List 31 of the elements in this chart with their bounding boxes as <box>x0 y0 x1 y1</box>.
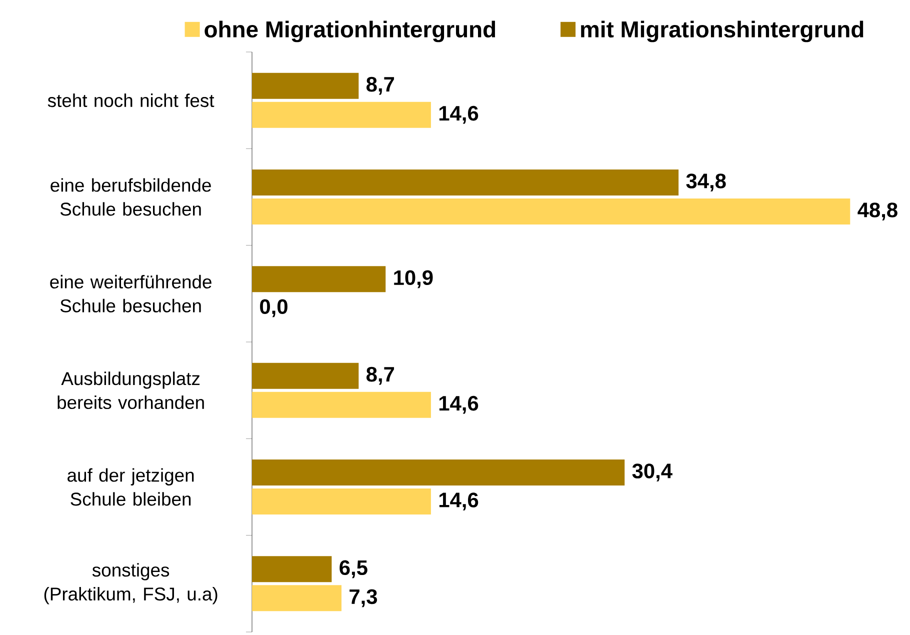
data-label: 48,8 <box>858 202 898 220</box>
bar <box>252 266 386 292</box>
y-tick-label: eine weiterführende Schule besuchen <box>50 274 212 312</box>
data-label: 0,0 <box>260 299 288 318</box>
data-label: 8,7 <box>366 366 394 385</box>
bar <box>252 362 359 389</box>
data-label: 6,5 <box>340 560 368 578</box>
data-label: 14,6 <box>439 492 478 510</box>
data-label: 34,8 <box>686 174 726 192</box>
bar <box>252 72 359 99</box>
y-tick-label: Ausbildungsplatz bereits vorhanden <box>58 372 204 410</box>
y-tick-label: sonstiges (Praktikum, FSJ, u.a) <box>44 563 218 604</box>
bar <box>252 102 431 128</box>
data-label: 10,9 <box>394 270 433 288</box>
y-tick-label: auf der jetzigen Schule bleiben <box>68 468 194 506</box>
data-label: 14,6 <box>439 106 478 124</box>
bar <box>252 488 431 514</box>
legend-label: mit Migrationshintergrund <box>581 20 864 42</box>
data-label: 30,4 <box>632 464 672 482</box>
bar <box>252 556 332 582</box>
data-label: 8,7 <box>366 76 394 95</box>
bar <box>252 459 625 486</box>
bar <box>252 198 850 224</box>
bar <box>252 392 431 418</box>
data-label: 7,3 <box>350 589 378 608</box>
y-tick-label: steht noch nicht fest <box>48 94 214 108</box>
data-label: 14,6 <box>439 396 478 414</box>
legend-label: ohne Migrationhintergrund <box>204 20 496 42</box>
bar <box>252 169 679 196</box>
bar <box>252 585 342 612</box>
y-tick-label: eine berufsbildende Schule besuchen <box>50 178 211 216</box>
